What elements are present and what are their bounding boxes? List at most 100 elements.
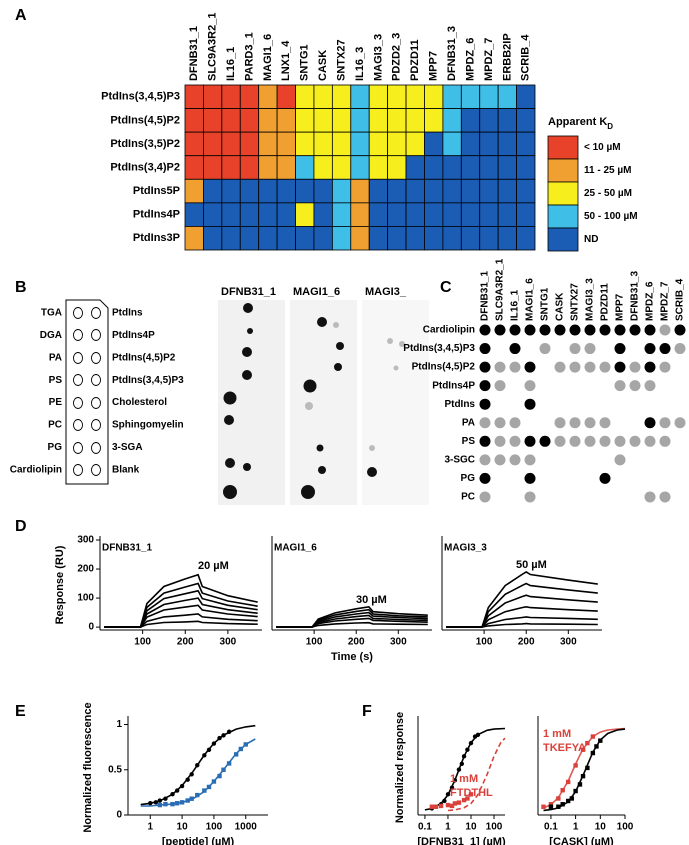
- heatmap-cell: [331, 178, 352, 204]
- binding-dot: [554, 343, 566, 355]
- heatmap-cell: [516, 202, 536, 227]
- data-point: [195, 792, 200, 798]
- x-tick-label: 100: [206, 822, 223, 833]
- binding-dot: [524, 380, 536, 392]
- binding-dot: [584, 435, 596, 447]
- x-tick-label: 200: [177, 637, 194, 648]
- panel-label: B: [15, 279, 27, 296]
- annotation: 20 µM: [198, 560, 229, 572]
- heatmap-cell: [184, 155, 204, 180]
- binding-dot: [524, 454, 536, 466]
- binding-dot: [509, 417, 521, 429]
- y-axis-label: Response (RU): [54, 545, 66, 624]
- heatmap-cell: [203, 108, 223, 133]
- data-point: [221, 733, 226, 738]
- binding-dot: [494, 380, 506, 392]
- heatmap-cell: [424, 155, 444, 180]
- binding-dot: [614, 361, 626, 373]
- legend-label: 50 - 100 µM: [584, 211, 638, 222]
- binding-dot: [524, 417, 536, 429]
- column-label: CASK: [317, 50, 329, 81]
- column-label: SNTG1: [299, 44, 311, 81]
- binding-dot: [539, 398, 551, 410]
- data-point: [573, 788, 578, 794]
- lipid-label: DGA: [40, 330, 62, 341]
- row-label: PG: [461, 473, 476, 484]
- column-label: MPDZ_7: [483, 38, 495, 81]
- heatmap-cell: [516, 131, 536, 157]
- data-point: [442, 798, 447, 804]
- heatmap-cell: [497, 131, 517, 157]
- heatmap-cell: [497, 108, 517, 133]
- heatmap-cell: [405, 202, 425, 227]
- x-tick-label: 300: [560, 637, 577, 648]
- data-point: [185, 798, 190, 803]
- y-tick-label: 1: [116, 719, 122, 730]
- heatmap-cell: [350, 226, 370, 251]
- data-point: [206, 784, 212, 790]
- binding-dot: [614, 398, 626, 410]
- binding-dot: [584, 343, 596, 355]
- binding-dot: [599, 435, 611, 447]
- heatmap-cell: [497, 202, 517, 227]
- heatmap-cell: [258, 178, 278, 204]
- binding-dot: [509, 398, 521, 410]
- binding-dot: [614, 324, 626, 336]
- panel-label: C: [440, 279, 452, 296]
- binding-dot: [479, 343, 491, 355]
- heatmap-cell: [295, 131, 315, 157]
- binding-dot: [524, 491, 536, 503]
- binding-dot: [494, 324, 506, 336]
- binding-dot: [554, 380, 566, 392]
- legend-label: < 10 µM: [584, 142, 621, 153]
- heatmap-cell: [295, 84, 315, 109]
- data-point: [189, 772, 194, 777]
- data-point: [560, 788, 565, 793]
- data-point: [195, 763, 200, 768]
- binding-dot: [674, 380, 686, 392]
- row-label: PA: [462, 417, 475, 428]
- binding-dot: [509, 435, 521, 447]
- binding-dot: [539, 491, 551, 503]
- heatmap-cell: [368, 84, 389, 109]
- binding-dot: [659, 491, 671, 503]
- data-point: [548, 804, 554, 809]
- x-tick-label: 1: [573, 822, 579, 833]
- data-point: [226, 729, 232, 734]
- heatmap-cell: [239, 108, 260, 133]
- data-point: [226, 761, 232, 766]
- column-label: IL16_1: [510, 289, 521, 321]
- heatmap-cell: [258, 84, 278, 109]
- binding-dot: [494, 454, 506, 466]
- heatmap-cell: [479, 202, 499, 227]
- binding-dot: [539, 324, 551, 336]
- y-tick-label: 0: [88, 622, 94, 633]
- row-label: PtdIns3P: [133, 232, 180, 244]
- binding-dot: [629, 472, 641, 484]
- binding-dot: [629, 435, 641, 447]
- y-tick-label: 0.5: [108, 764, 122, 775]
- binding-dot: [674, 491, 686, 503]
- binding-dot: [509, 343, 521, 355]
- lipid-label: PtdIns(4,5)P2: [112, 352, 176, 363]
- heatmap-cell: [331, 155, 352, 180]
- binding-dot: [584, 361, 596, 373]
- binding-dot: [614, 491, 626, 503]
- binding-dot: [659, 435, 671, 447]
- curve: [446, 605, 598, 628]
- row-label: Cardiolipin: [423, 325, 475, 336]
- blot-images: [218, 300, 429, 505]
- panel-label: E: [15, 703, 26, 720]
- heatmap-cell: [313, 178, 333, 204]
- legend-label: 25 - 50 µM: [584, 188, 632, 199]
- heatmap-cell: [479, 226, 499, 251]
- panel-label: F: [362, 703, 372, 720]
- blot-spots: [223, 303, 377, 499]
- binding-dot: [569, 361, 581, 373]
- data-point: [429, 804, 435, 809]
- data-point: [185, 777, 190, 782]
- data-point: [590, 750, 596, 756]
- binding-dot: [674, 343, 686, 355]
- data-point: [456, 767, 462, 772]
- binding-dot: [554, 491, 566, 503]
